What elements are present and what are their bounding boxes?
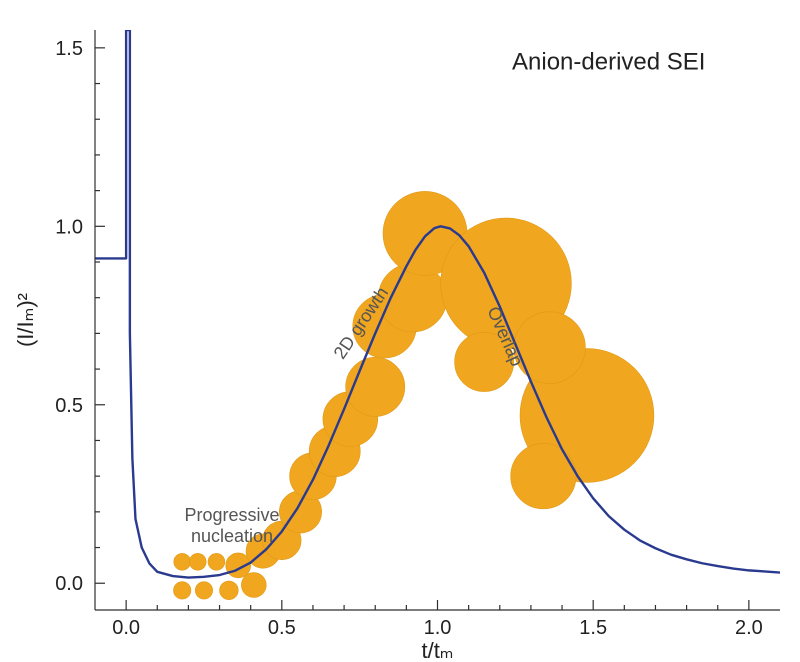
label-nucleation: nucleation [191, 526, 273, 546]
y-tick-label: 0.0 [55, 573, 83, 595]
x-tick-label: 0.0 [112, 617, 140, 639]
nucleus-circle [511, 443, 576, 508]
nucleus-circle [241, 573, 266, 598]
x-tick-label: 0.5 [268, 617, 296, 639]
chart-title: Anion-derived SEI [512, 48, 705, 75]
x-axis-label: t/tₘ [421, 638, 453, 662]
x-tick-label: 1.5 [579, 617, 607, 639]
nucleus-circle [514, 312, 586, 384]
nucleation-chart: 0.0 0.5 1.0 1.5 2.0 0.0 0.5 1.0 1.5 Anion-derive… [0, 0, 800, 662]
nucleus-circle [220, 581, 239, 600]
y-tick-label: 1.0 [55, 216, 83, 238]
nucleus-circle [195, 582, 212, 599]
axis-layer: 0.0 0.5 1.0 1.5 2.0 0.0 0.5 1.0 1.5 [55, 30, 780, 639]
x-tick-label: 2.0 [735, 617, 763, 639]
nucleus-circle [189, 553, 206, 570]
nucleus-circle [173, 582, 190, 599]
y-axis-label: (I/Iₘ)² [13, 293, 38, 347]
x-tick-label: 1.0 [424, 617, 452, 639]
nucleus-circle [208, 553, 225, 570]
y-tick-label: 0.5 [55, 395, 83, 417]
label-progressive: Progressive [184, 505, 279, 525]
nucleus-circle [174, 553, 191, 570]
nucleus-circle [346, 357, 405, 416]
y-tick-label: 1.5 [55, 38, 83, 60]
